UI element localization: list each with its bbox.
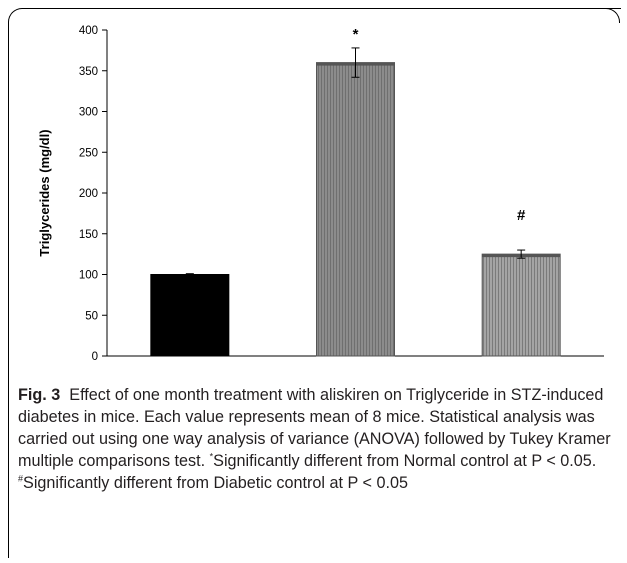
caption-hash-mark: # bbox=[18, 473, 24, 484]
y-tick-label: 200 bbox=[79, 188, 98, 200]
triglycerides-bar-chart: 0 50 100 150 200 250 300 350 400 Triglycerides (m… bbox=[37, 25, 604, 363]
caption-text-star: Significantly different from Normal cont… bbox=[213, 452, 597, 470]
y-tick-label: 250 bbox=[79, 147, 98, 159]
caption-star-mark: * bbox=[209, 451, 214, 462]
y-tick-label: 100 bbox=[79, 270, 98, 282]
y-tick-label: 350 bbox=[79, 66, 98, 78]
significance-mark: * bbox=[353, 26, 359, 43]
y-tick-label: 400 bbox=[79, 25, 98, 37]
chart-labels: 0 50 100 150 200 250 300 350 400 Triglycerides (m… bbox=[37, 25, 526, 363]
figure-label: Fig. 3 bbox=[18, 386, 61, 404]
y-tick-label: 150 bbox=[79, 229, 98, 241]
y-axis-label: Triglycerides (mg/dl) bbox=[37, 129, 52, 256]
caption-text-hash: Significantly different from Diabetic co… bbox=[23, 474, 408, 492]
y-tick-label: 0 bbox=[92, 351, 98, 363]
bar bbox=[316, 62, 395, 357]
caption-text: Effect of one month treatment with alisk… bbox=[18, 386, 611, 470]
y-tick-label: 300 bbox=[79, 107, 98, 119]
y-tick-label: 50 bbox=[85, 310, 98, 322]
significance-mark: # bbox=[517, 207, 526, 224]
figure-caption: Fig. 3 Effect of one month treatment wit… bbox=[18, 384, 618, 494]
bar bbox=[150, 274, 230, 357]
bar bbox=[481, 253, 561, 357]
chart-bars bbox=[150, 47, 561, 357]
figure-frame bbox=[8, 8, 621, 558]
